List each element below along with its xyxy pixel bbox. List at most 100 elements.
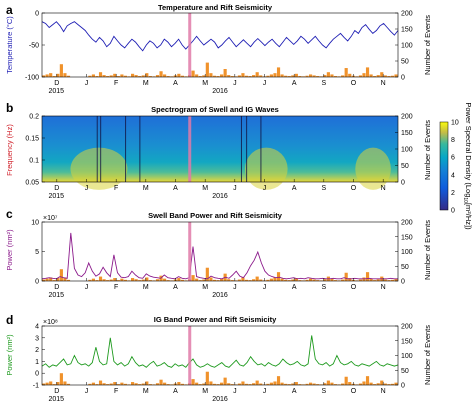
event-bar: [259, 75, 263, 77]
event-bar: [387, 76, 391, 77]
event-bar: [358, 75, 362, 77]
event-bar: [344, 376, 348, 385]
right-tick-label: 200: [401, 220, 413, 227]
colorbar-tick-label: 6: [451, 155, 455, 162]
event-bar: [145, 73, 149, 77]
event-bar: [209, 73, 213, 77]
event-bar: [191, 275, 195, 281]
panel-a-plot: 0 -50 -100 200 150 100 50 0 D J F M A M J J A S O N 2015 2016: [25, 11, 413, 96]
event-bar: [248, 280, 252, 281]
event-bar: [184, 76, 188, 77]
panel-b-title: Spectrogram of Swell and IG Waves: [151, 105, 279, 114]
plot-frame: [41, 12, 399, 78]
event-bar: [109, 279, 113, 281]
spectrogram-hotspot: [355, 147, 391, 190]
event-bar: [298, 76, 302, 77]
event-bar: [120, 278, 124, 281]
event-bar: [198, 280, 202, 281]
right-tick-label: 100: [401, 353, 413, 360]
event-bar: [369, 74, 373, 77]
event-bar: [205, 267, 209, 281]
event-bar: [63, 277, 67, 281]
event-bar: [95, 76, 99, 77]
right-tick-label: 100: [401, 249, 413, 256]
month-label: J: [85, 388, 89, 395]
event-bar: [209, 381, 213, 385]
event-bar: [323, 75, 327, 77]
event-bar: [63, 73, 67, 77]
event-bar: [177, 278, 181, 281]
month-label: J: [233, 80, 237, 87]
event-bar: [237, 279, 241, 281]
event-bar: [227, 75, 231, 77]
year-label: 2016: [212, 292, 228, 299]
month-label: J: [233, 388, 237, 395]
event-bar: [52, 76, 56, 77]
plot-frame: [41, 325, 399, 386]
event-bar: [220, 382, 224, 385]
event-bar: [145, 277, 149, 281]
event-bar: [284, 75, 288, 77]
event-bar: [102, 75, 106, 77]
month-label: F: [114, 80, 118, 87]
event-bar: [248, 76, 252, 77]
highlight-marker: [188, 326, 192, 385]
event-bar: [341, 279, 345, 281]
event-bar: [120, 382, 124, 385]
event-bar: [312, 279, 316, 281]
event-bar: [291, 279, 295, 281]
right-tick-label: 200: [401, 114, 413, 121]
month-label: O: [351, 80, 357, 87]
event-bar: [305, 383, 309, 385]
panel-b-ylabel: Frequency (Hz): [5, 124, 14, 176]
panel-b-plot: 0.2 0.15 0.1 0.05 200 150 100 50 0 D J F M A M J J A S O N 20…: [25, 114, 412, 201]
colorbar-tick-label: 0: [451, 208, 455, 215]
month-label: A: [173, 388, 178, 395]
event-bar: [163, 278, 167, 281]
spectrogram-hotspot: [244, 147, 288, 190]
panel-d: d IG Band Power and Rift Seismicity 4 3 2 1…: [5, 313, 432, 403]
event-bar: [49, 73, 53, 77]
event-bar: [305, 279, 309, 281]
left-tick-label: 0.1: [29, 158, 39, 165]
event-bar: [376, 383, 380, 385]
month-label: S: [321, 80, 326, 87]
event-bar: [230, 280, 234, 281]
left-tick-label: -100: [25, 75, 39, 82]
colorbar-tick-label: 10: [451, 120, 459, 127]
event-bar: [205, 62, 209, 77]
month-label: F: [114, 284, 118, 291]
panel-d-y2label: Number of Events: [423, 325, 432, 385]
month-label: M: [202, 185, 208, 192]
event-bar: [276, 67, 281, 77]
event-bar: [273, 277, 277, 281]
highlight-marker: [188, 116, 192, 182]
event-bar: [88, 75, 92, 77]
event-bar: [312, 383, 316, 385]
event-bar: [141, 279, 145, 281]
right-tick-label: 0: [401, 383, 405, 390]
event-bar: [155, 75, 160, 77]
month-label: F: [114, 388, 118, 395]
month-label: N: [381, 284, 386, 291]
event-bar: [123, 279, 128, 281]
event-bar: [195, 382, 199, 385]
event-bar: [269, 382, 273, 385]
event-bar: [216, 384, 220, 385]
event-bar: [177, 382, 181, 385]
event-bar: [166, 76, 170, 77]
event-bar: [205, 371, 209, 385]
event-bar: [191, 70, 195, 77]
event-bar: [280, 382, 284, 385]
event-bar: [102, 383, 106, 385]
right-tick-label: 50: [401, 264, 409, 271]
event-bar: [323, 383, 327, 385]
month-label: M: [143, 80, 149, 87]
event-bar: [195, 278, 199, 281]
spectrogram-hotspot: [70, 147, 128, 190]
event-bar: [365, 272, 370, 281]
event-bar: [98, 72, 103, 77]
right-tick-label: 150: [401, 338, 413, 345]
event-bar: [113, 278, 117, 281]
event-bar: [109, 75, 113, 77]
